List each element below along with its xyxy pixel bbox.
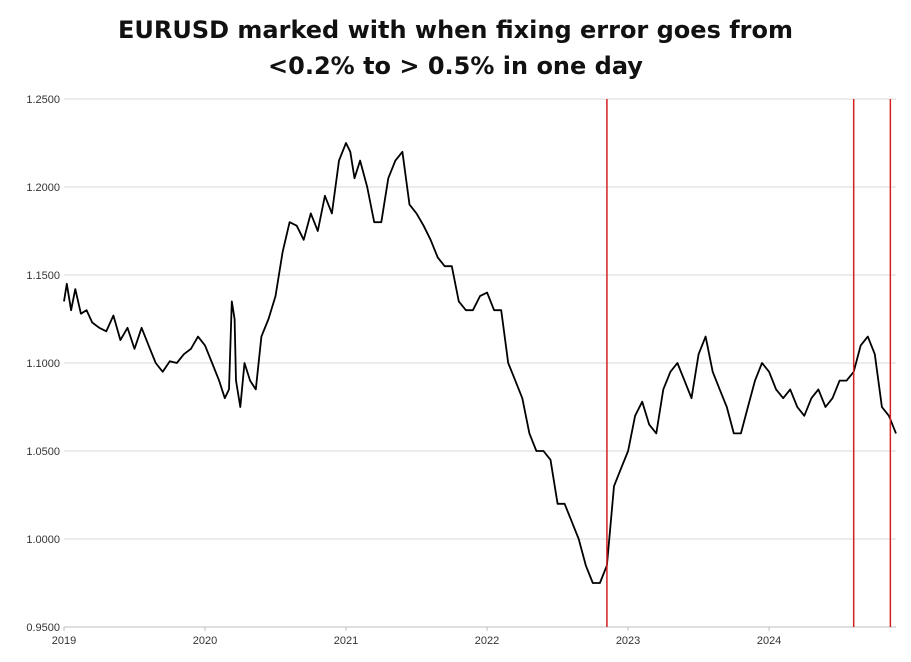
y-tick-label: 1.1500 (26, 270, 60, 282)
y-tick-label: 1.2500 (26, 94, 60, 106)
x-tick-label: 2023 (616, 635, 640, 647)
x-tick-label: 2024 (757, 635, 781, 647)
series-layer (63, 142, 897, 584)
x-tick-label: 2020 (193, 635, 217, 647)
series-line-eurusd (63, 142, 897, 584)
x-axis-tick-labels: 2019 2020 2021 2022 2023 2024 (52, 635, 782, 647)
y-tick-label: 1.0500 (26, 446, 60, 458)
y-tick-label: 1.2000 (26, 182, 60, 194)
x-tick-label: 2022 (475, 635, 499, 647)
chart-title-line-2: <0.2% to > 0.5% in one day (268, 52, 643, 80)
event-markers (606, 99, 892, 627)
y-tick-label: 1.1000 (26, 358, 60, 370)
axes (63, 626, 896, 631)
y-tick-label: 1.0000 (26, 534, 60, 546)
x-tick-label: 2019 (52, 635, 76, 647)
gridlines (64, 98, 896, 540)
x-tick-label: 2021 (334, 635, 358, 647)
y-axis-tick-labels: 1.2500 1.2000 1.1500 1.1000 1.0500 1.0000 0.95… (26, 94, 60, 634)
chart-title: EURUSD marked with when fixing error goe… (0, 12, 911, 84)
chart-title-line-1: EURUSD marked with when fixing error goe… (118, 16, 793, 44)
y-tick-label: 0.9500 (26, 622, 60, 634)
